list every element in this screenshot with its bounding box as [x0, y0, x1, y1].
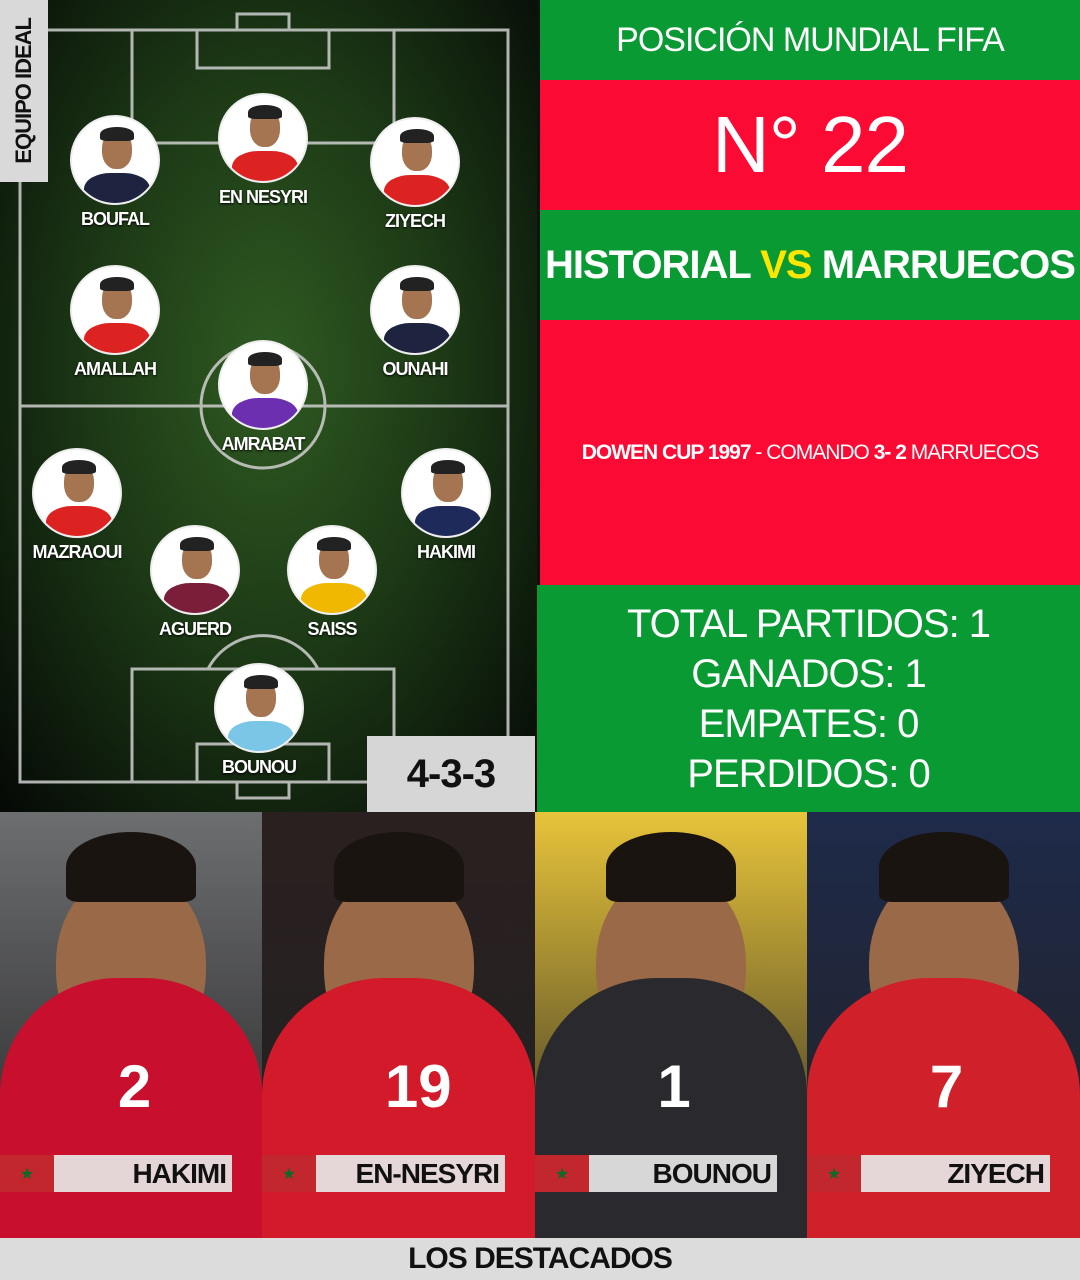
player-avatar [218, 93, 308, 183]
jersey-number: 1 [657, 1053, 691, 1120]
player-avatar [370, 117, 460, 207]
jersey-number: 19 [384, 1053, 452, 1120]
lineup-player: SAISS [262, 525, 402, 640]
player-name: AMRABAT [221, 434, 306, 454]
stat-total: TOTAL PARTIDOS: 1 [626, 601, 991, 646]
lineup-player: EN NESYRI [193, 93, 333, 208]
formation-badge: 4-3-3 [367, 736, 535, 812]
player-avatar [214, 663, 304, 753]
ranking-title-band: POSICIÓN MUNDIAL FIFA [540, 0, 1080, 80]
player-avatar [370, 265, 460, 355]
stat-won: GANADOS: 1 [691, 651, 927, 696]
stats-band: TOTAL PARTIDOS: 1 GANADOS: 1 EMPATES: 0 … [537, 585, 1080, 812]
highlight-name-bar: ★ BOUNOU [535, 1155, 777, 1192]
highlight-name-bar: ★ HAKIMI [0, 1155, 232, 1192]
lineup-player: BOUNOU [189, 663, 329, 778]
history-title-band: HISTORIAL VS MARRUECOS [540, 210, 1080, 320]
lineup-player: OUNAHI [345, 265, 485, 380]
jersey-number: 2 [117, 1053, 152, 1120]
pitch-lines [18, 12, 510, 800]
highlight-name-bar: ★ EN-NESYRI [262, 1155, 505, 1192]
highlight-player-name: HAKIMI [132, 1157, 227, 1189]
lineup-player: AMALLAH [45, 265, 185, 380]
player-name: OUNAHI [382, 359, 449, 379]
player-name: EN NESYRI [218, 187, 308, 207]
player-avatar [150, 525, 240, 615]
player-name: AGUERD [158, 619, 232, 639]
lineup-pitch: EQUIPO IDEAL BOUFAL EN NESYRI ZIYECH AMALLA… [0, 0, 537, 812]
player-avatar [401, 448, 491, 538]
lineup-player: BOUFAL [45, 115, 185, 230]
match-event: DOWEN CUP 1997 [581, 440, 752, 464]
highlight-player-name: ZIYECH [947, 1157, 1045, 1189]
player-name: BOUFAL [81, 209, 150, 229]
match-team-b: MARRUECOS [910, 440, 1040, 464]
lineup-player: HAKIMI [376, 448, 516, 563]
history-title-a: HISTORIAL [545, 242, 751, 287]
equipo-ideal-label: EQUIPO IDEAL [0, 0, 48, 182]
highlight-player-name: BOUNOU [652, 1157, 772, 1189]
player-name: MAZRAOUI [32, 542, 123, 562]
stat-draws: EMPATES: 0 [698, 701, 920, 746]
player-name: BOUNOU [222, 757, 297, 777]
morocco-flag-icon: ★ [0, 1155, 54, 1192]
player-name: HAKIMI [417, 542, 476, 562]
history-title-b: MARRUECOS [821, 242, 1076, 287]
lineup-player: AGUERD [125, 525, 265, 640]
history-title-vs: VS [760, 242, 812, 287]
morocco-flag-icon: ★ [807, 1155, 861, 1192]
lineup-player: ZIYECH [345, 117, 485, 232]
morocco-flag-icon: ★ [535, 1155, 589, 1192]
highlight-name-bar: ★ ZIYECH [807, 1155, 1050, 1192]
player-avatar [218, 340, 308, 430]
morocco-flag-icon: ★ [262, 1155, 316, 1192]
lineup-player: AMRABAT [193, 340, 333, 455]
match-separator: - [750, 440, 767, 464]
highlight-player-name: EN-NESYRI [355, 1157, 500, 1189]
highlight-player-photo: 1 [535, 812, 807, 1238]
match-team-a: COMANDO [766, 440, 870, 464]
player-avatar [70, 115, 160, 205]
player-avatar [32, 448, 122, 538]
player-name: SAISS [307, 619, 357, 639]
player-name: AMALLAH [74, 359, 157, 379]
jersey-number: 7 [929, 1053, 964, 1120]
lineup-player: MAZRAOUI [7, 448, 147, 563]
ranking-value-band: N° 22 [540, 80, 1080, 210]
player-avatar [70, 265, 160, 355]
match-result-band: DOWEN CUP 1997 - COMANDO 3- 2 MARRUECOS [540, 320, 1080, 585]
stat-lost: PERDIDOS: 0 [687, 751, 930, 796]
player-avatar [287, 525, 377, 615]
player-name: ZIYECH [384, 211, 446, 231]
highlights-title: LOS DESTACADOS [0, 1238, 1080, 1280]
match-score: 3- 2 [873, 440, 907, 464]
